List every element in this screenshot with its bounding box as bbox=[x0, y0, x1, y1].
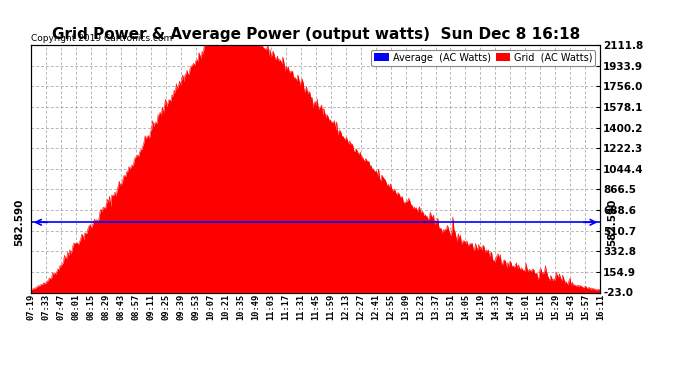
Text: Copyright 2019 Cartronics.com: Copyright 2019 Cartronics.com bbox=[31, 34, 172, 43]
Text: 582.590: 582.590 bbox=[607, 199, 617, 246]
Text: 582.590: 582.590 bbox=[14, 199, 24, 246]
Legend: Average  (AC Watts), Grid  (AC Watts): Average (AC Watts), Grid (AC Watts) bbox=[371, 50, 595, 66]
Title: Grid Power & Average Power (output watts)  Sun Dec 8 16:18: Grid Power & Average Power (output watts… bbox=[52, 27, 580, 42]
